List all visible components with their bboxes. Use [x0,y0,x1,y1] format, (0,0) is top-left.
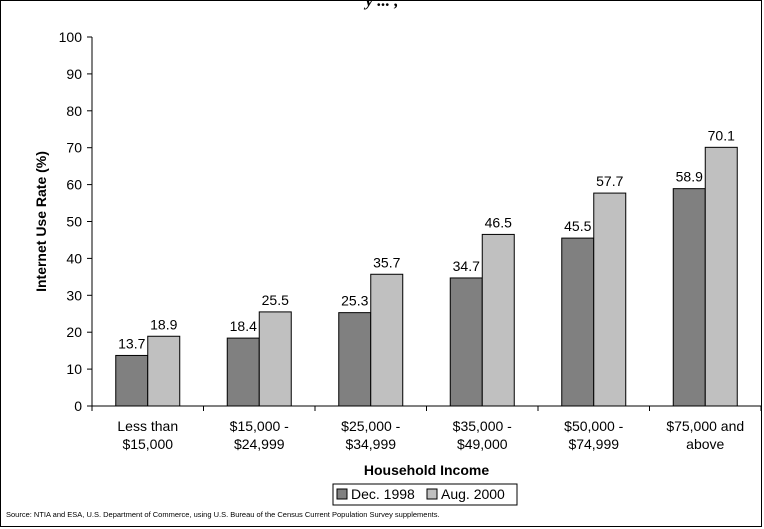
x-tick-label: $25,000 - [341,418,400,434]
x-tick-label: $34,999 [345,436,396,452]
y-tick-label: 100 [59,29,83,45]
bar-dec-1998 [338,312,372,407]
y-tick-label: 70 [66,140,82,156]
x-tick-label: $24,999 [234,436,285,452]
data-label: 35.7 [373,254,400,270]
bar-dec-1998 [226,337,260,407]
x-tick-label: $75,000 and [666,418,744,434]
legend-box [332,483,518,506]
data-label: 18.4 [230,318,257,334]
data-label: 34.7 [453,258,480,274]
bar-aug-2000 [704,146,738,407]
y-tick-label: 0 [74,398,82,414]
x-tick-label: $15,000 [122,436,173,452]
x-tick-label: $49,000 [457,436,508,452]
bar-dec-1998 [115,354,149,407]
bar-dec-1998 [449,277,483,407]
data-label: 25.3 [341,293,368,309]
y-tick-label: 80 [66,103,82,119]
data-label: 58.9 [676,169,703,185]
data-label: 57.7 [596,173,623,189]
chart-title-clipped: y ... , [365,0,399,10]
data-label: 18.9 [150,316,177,332]
bar-aug-2000 [370,273,404,407]
bar-dec-1998 [561,237,595,407]
y-tick-label: 10 [66,361,82,377]
bar-aug-2000 [147,335,181,407]
legend-label: Aug. 2000 [441,486,505,502]
data-label: 46.5 [485,214,512,230]
x-axis-title: Household Income [364,462,489,478]
y-tick-label: 50 [66,214,82,230]
x-tick-label: $74,999 [568,436,619,452]
y-tick-label: 20 [66,324,82,340]
bar-dec-1998 [672,188,706,407]
data-label: 25.5 [262,292,289,308]
data-label: 70.1 [708,127,735,143]
x-tick-label: Less than [117,418,178,434]
legend-swatch [426,488,438,500]
y-tick-label: 30 [66,287,82,303]
y-tick-label: 40 [66,250,82,266]
x-tick-label: $35,000 - [453,418,512,434]
legend-label: Dec. 1998 [351,486,415,502]
x-tick-label: $15,000 - [230,418,289,434]
legend-swatch [336,488,348,500]
y-axis-title: Internet Use Rate (%) [33,151,49,292]
y-tick-label: 60 [66,177,82,193]
bar-aug-2000 [481,233,515,407]
bar-aug-2000 [593,192,627,407]
data-label: 13.7 [118,335,145,351]
data-label: 45.5 [564,218,591,234]
bar-aug-2000 [258,311,292,407]
x-tick-label: $50,000 - [564,418,623,434]
source-note: Source: NTIA and ESA, U.S. Department of… [6,510,440,519]
y-tick-label: 90 [66,66,82,82]
x-tick-label: above [686,436,724,452]
